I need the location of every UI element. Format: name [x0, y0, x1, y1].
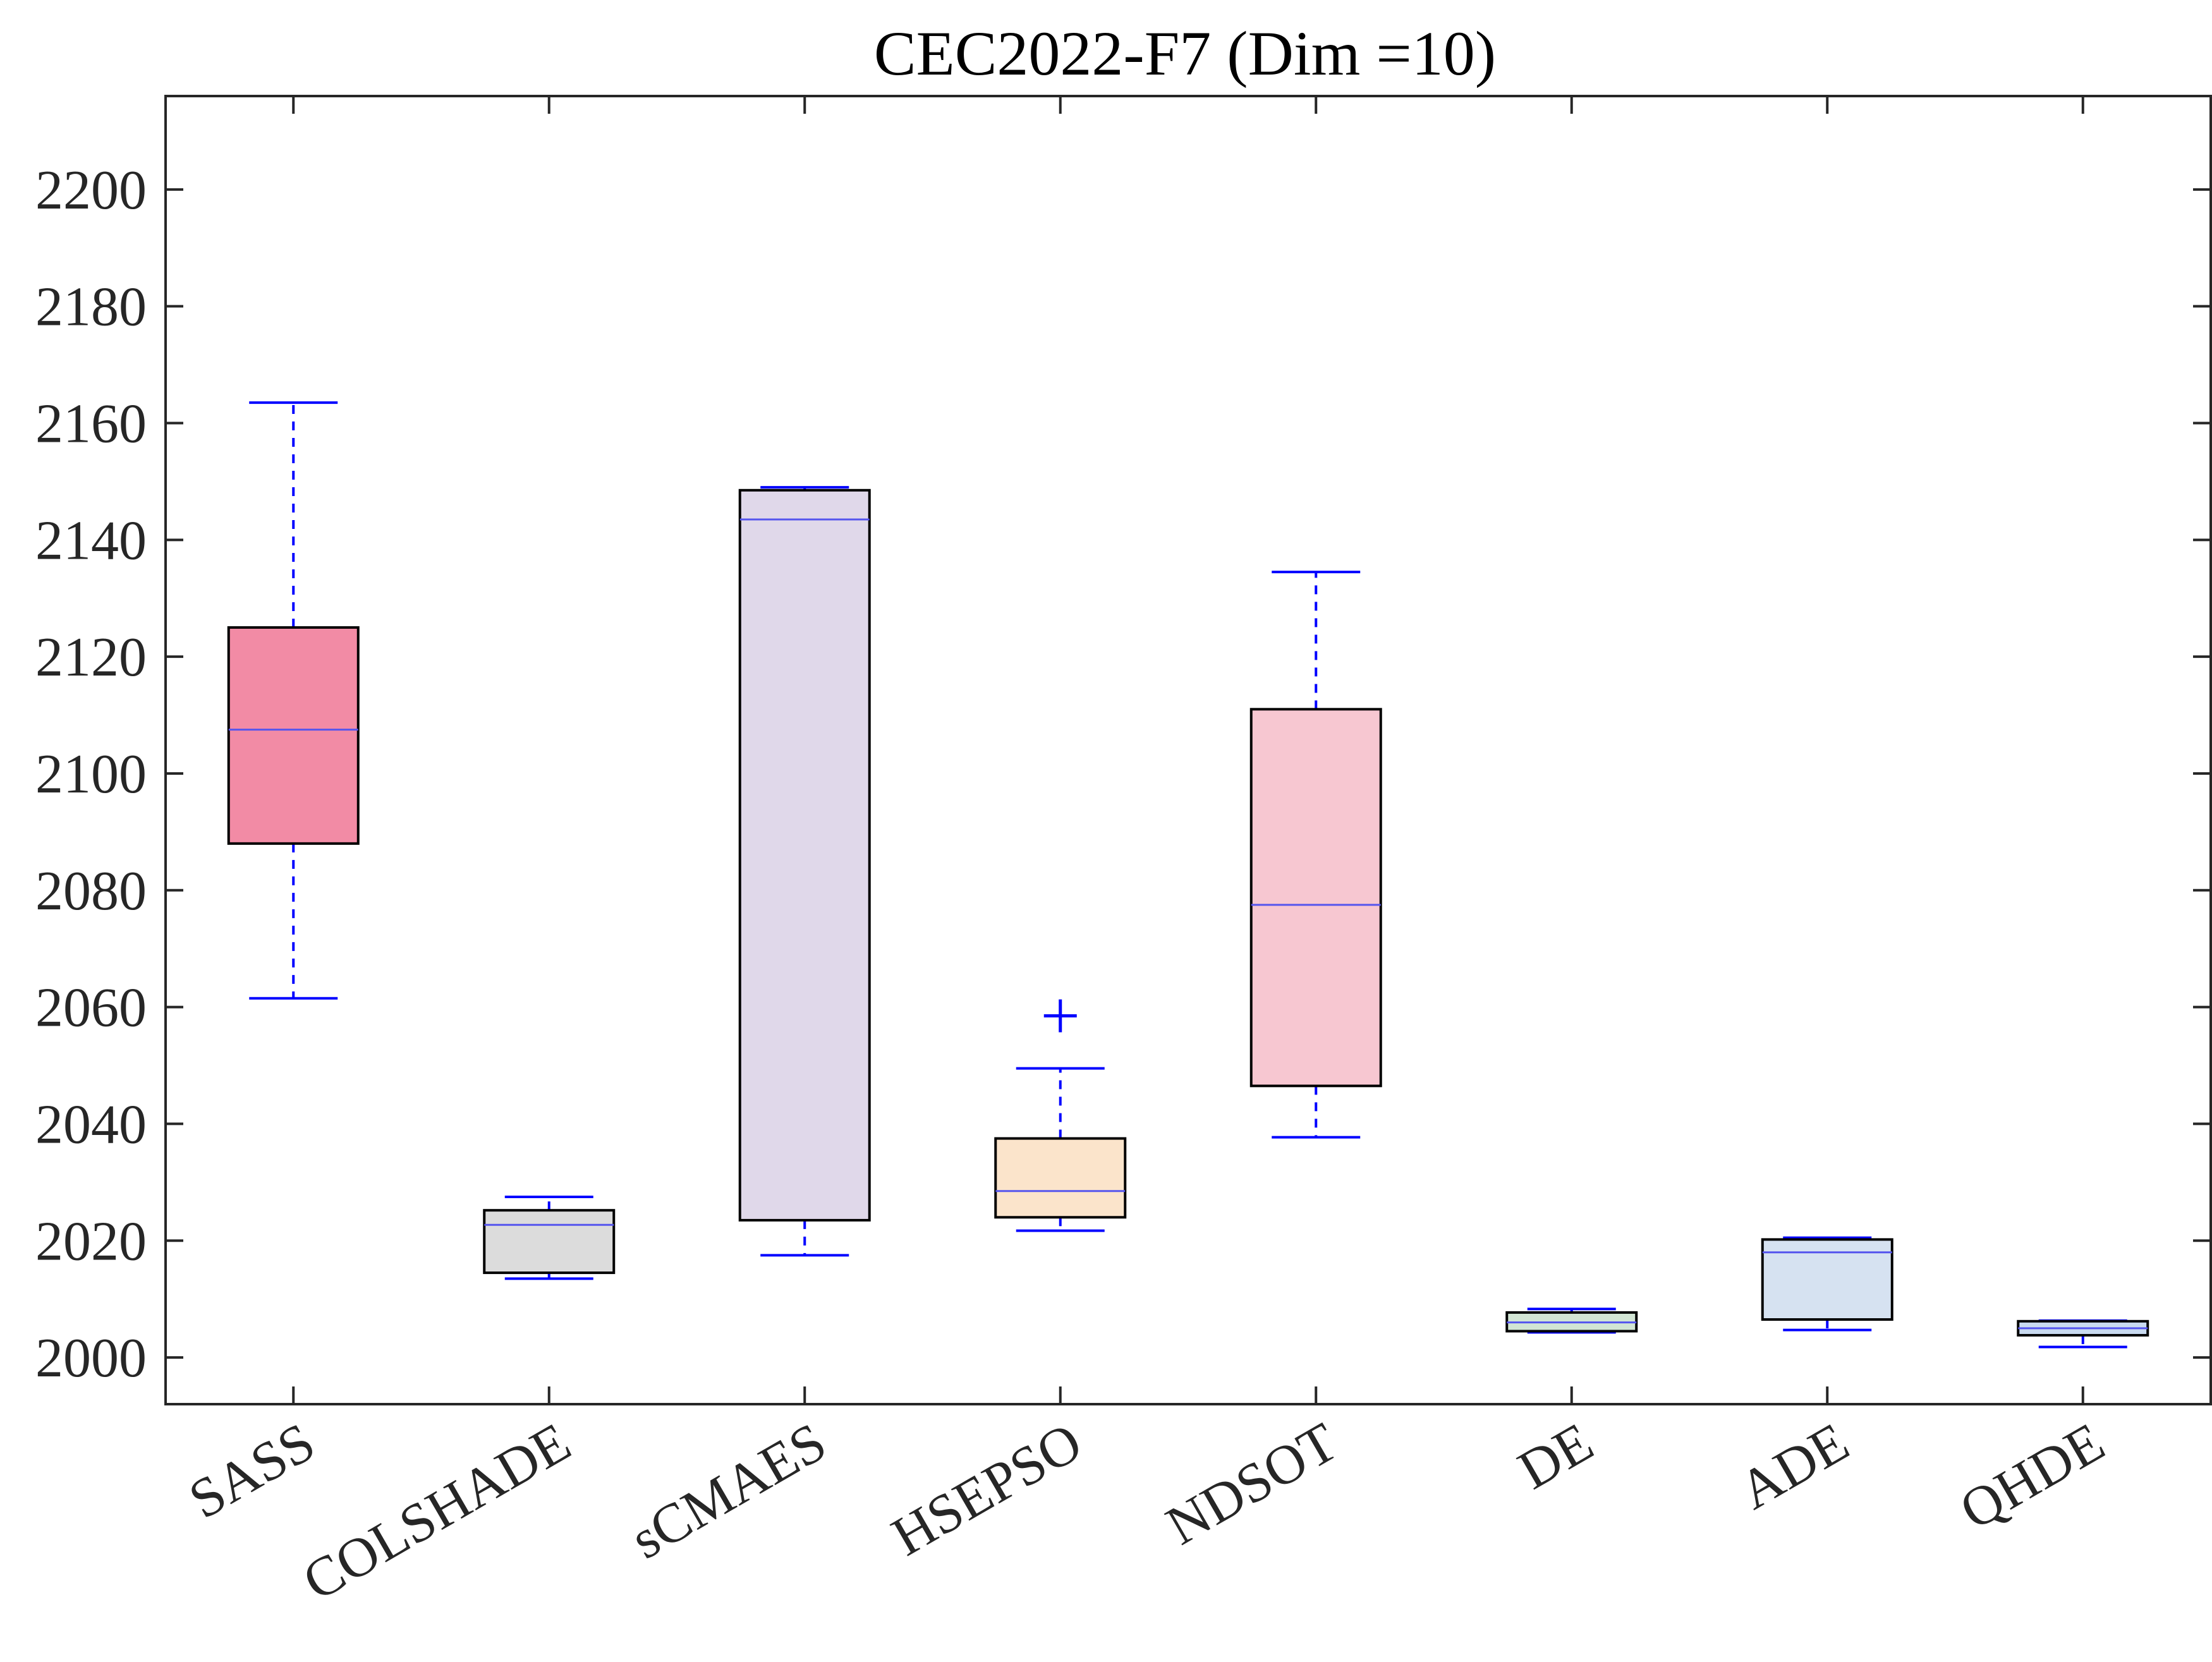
x-tick-label: NDSOT — [1157, 1411, 1348, 1557]
x-tick-label: DE — [1509, 1411, 1603, 1501]
box-iqr — [483, 1209, 616, 1275]
box-group — [994, 999, 1127, 1232]
box-group — [1761, 1236, 1893, 1331]
x-tick-label: ADE — [1729, 1411, 1859, 1521]
axis-ticks — [166, 96, 2211, 1404]
box-group — [1249, 571, 1382, 1139]
box-iqr — [738, 488, 871, 1222]
box-iqr — [994, 1137, 1127, 1219]
axes-frame — [164, 95, 2212, 1405]
y-tick-label: 2100 — [35, 744, 147, 805]
x-tick-label: sCMAES — [621, 1411, 837, 1571]
y-tick-labels: 2000 2020 2040 2060 2080 2100 2120 2140 2160 2180… — [35, 160, 147, 1389]
box-iqr — [1249, 708, 1382, 1088]
box-iqr — [227, 626, 360, 845]
x-tick-label: SASS — [179, 1411, 325, 1531]
chart-title: CEC2022-F7 (Dim =10) — [874, 18, 1496, 88]
y-tick-label: 2040 — [35, 1094, 147, 1155]
y-tick-label: 2020 — [35, 1211, 147, 1272]
y-tick-label: 2160 — [35, 394, 147, 455]
y-tick-label: 2080 — [35, 861, 147, 922]
box-group — [1505, 1307, 1638, 1334]
y-tick-label: 2200 — [35, 160, 147, 221]
x-tick-label: QHDE — [1950, 1411, 2115, 1541]
y-tick-label: 2180 — [35, 277, 147, 338]
box-group — [738, 486, 871, 1257]
y-tick-label: 2140 — [35, 510, 147, 571]
y-tick-label: 2120 — [35, 627, 147, 688]
x-tick-label: HSEPSO — [882, 1411, 1091, 1568]
y-tick-label: 2000 — [35, 1328, 147, 1389]
x-tick-label: COLSHADE — [293, 1411, 581, 1613]
plot-marks — [227, 401, 2149, 1349]
box-group — [483, 1195, 616, 1280]
y-tick-label: 2060 — [35, 978, 147, 1039]
box-group — [227, 401, 360, 1000]
box-group — [2017, 1319, 2149, 1349]
